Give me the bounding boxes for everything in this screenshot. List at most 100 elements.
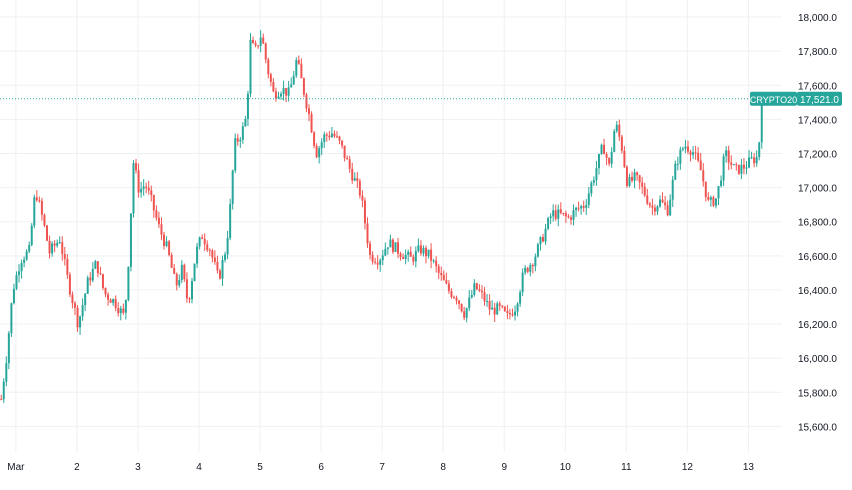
y-tick-label: 17,000.0 — [798, 184, 837, 195]
candle-body — [81, 305, 84, 317]
candle-body — [552, 210, 555, 217]
candle-body — [252, 39, 255, 44]
candle-body — [71, 294, 74, 304]
candle-body — [697, 152, 700, 161]
candle-body — [450, 290, 453, 297]
candle-body — [422, 247, 425, 254]
y-tick-label: 15,800.0 — [798, 388, 837, 399]
candle-body — [145, 186, 148, 188]
candle-body — [127, 266, 130, 300]
candle-body — [442, 275, 445, 281]
x-tick-label: 5 — [257, 462, 263, 473]
candle-body — [692, 152, 695, 155]
candle-body — [669, 199, 672, 216]
candle-body — [618, 124, 621, 137]
candle-body — [590, 182, 593, 194]
x-tick-label: 11 — [621, 462, 632, 473]
candle-body — [386, 247, 389, 249]
candle-body — [758, 142, 761, 158]
last-price-label-bg — [797, 91, 842, 106]
candle-body — [458, 300, 461, 304]
candle-body — [51, 243, 54, 254]
candle-body — [175, 273, 178, 286]
candle-body — [745, 167, 748, 169]
candle-body — [66, 258, 69, 275]
candle-body — [707, 197, 710, 200]
candle-body — [440, 272, 443, 276]
candle-body — [435, 260, 438, 267]
candle-body — [10, 303, 13, 334]
candle-body — [5, 363, 8, 382]
candle-body — [46, 225, 49, 241]
candle-body — [48, 240, 51, 254]
candle-body — [577, 207, 580, 209]
candle-body — [328, 135, 331, 138]
candle-body — [274, 91, 277, 99]
candle-body — [567, 216, 570, 218]
y-tick-label: 17,200.0 — [798, 150, 837, 161]
candle-body — [491, 307, 494, 310]
candle-body — [580, 206, 583, 209]
candle-body — [157, 217, 160, 225]
candle-body — [633, 172, 636, 181]
candle-body — [216, 261, 219, 271]
candle-body — [280, 93, 283, 97]
candle-body — [498, 303, 501, 306]
candle-body — [257, 45, 260, 47]
candle-body — [603, 144, 606, 155]
candle-body — [610, 151, 613, 164]
candle-body — [277, 96, 280, 99]
candle-body — [104, 287, 107, 295]
y-tick-label: 17,600.0 — [798, 81, 837, 92]
candle-body — [679, 149, 682, 164]
candle-body — [379, 260, 382, 265]
x-tick-label: 9 — [501, 462, 507, 473]
candle-body — [112, 299, 115, 303]
candle-body — [25, 251, 28, 260]
candle-body — [132, 163, 135, 214]
candle-body — [361, 195, 364, 201]
candle-body — [229, 204, 232, 239]
candle-body — [557, 209, 560, 219]
candle-body — [534, 256, 537, 267]
candle-body — [399, 253, 402, 258]
candle-body — [300, 63, 303, 79]
candle-body — [564, 213, 567, 217]
candle-body — [686, 146, 689, 152]
candle-body — [310, 114, 313, 133]
candle-body — [394, 242, 397, 252]
y-tick-label: 17,400.0 — [798, 115, 837, 126]
candle-body — [20, 262, 23, 272]
candle-body — [178, 280, 181, 286]
candle-body — [414, 250, 417, 262]
candle-body — [493, 307, 496, 315]
candle-body — [554, 210, 557, 219]
candle-body — [33, 197, 36, 226]
candle-body — [384, 248, 387, 256]
candle-body — [544, 228, 547, 242]
candle-body — [185, 279, 188, 299]
candle-body — [84, 293, 87, 306]
candle-body — [562, 212, 565, 214]
candle-body — [165, 241, 168, 246]
candle-body — [38, 200, 41, 202]
candle-body — [511, 314, 514, 316]
candle-body — [338, 136, 341, 141]
candle-body — [572, 210, 575, 220]
candle-body — [730, 162, 733, 165]
candle-body — [94, 261, 97, 269]
candle-body — [549, 216, 552, 219]
candle-body — [224, 254, 227, 260]
candle-body — [109, 299, 112, 303]
candle-body — [236, 138, 239, 142]
candle-body — [526, 267, 529, 272]
candle-body — [346, 157, 349, 160]
candle-body — [646, 195, 649, 204]
candle-body — [404, 254, 407, 259]
candle-body — [142, 186, 145, 189]
candle-body — [353, 178, 356, 181]
candle-body — [198, 237, 201, 247]
candle-body — [676, 163, 679, 165]
